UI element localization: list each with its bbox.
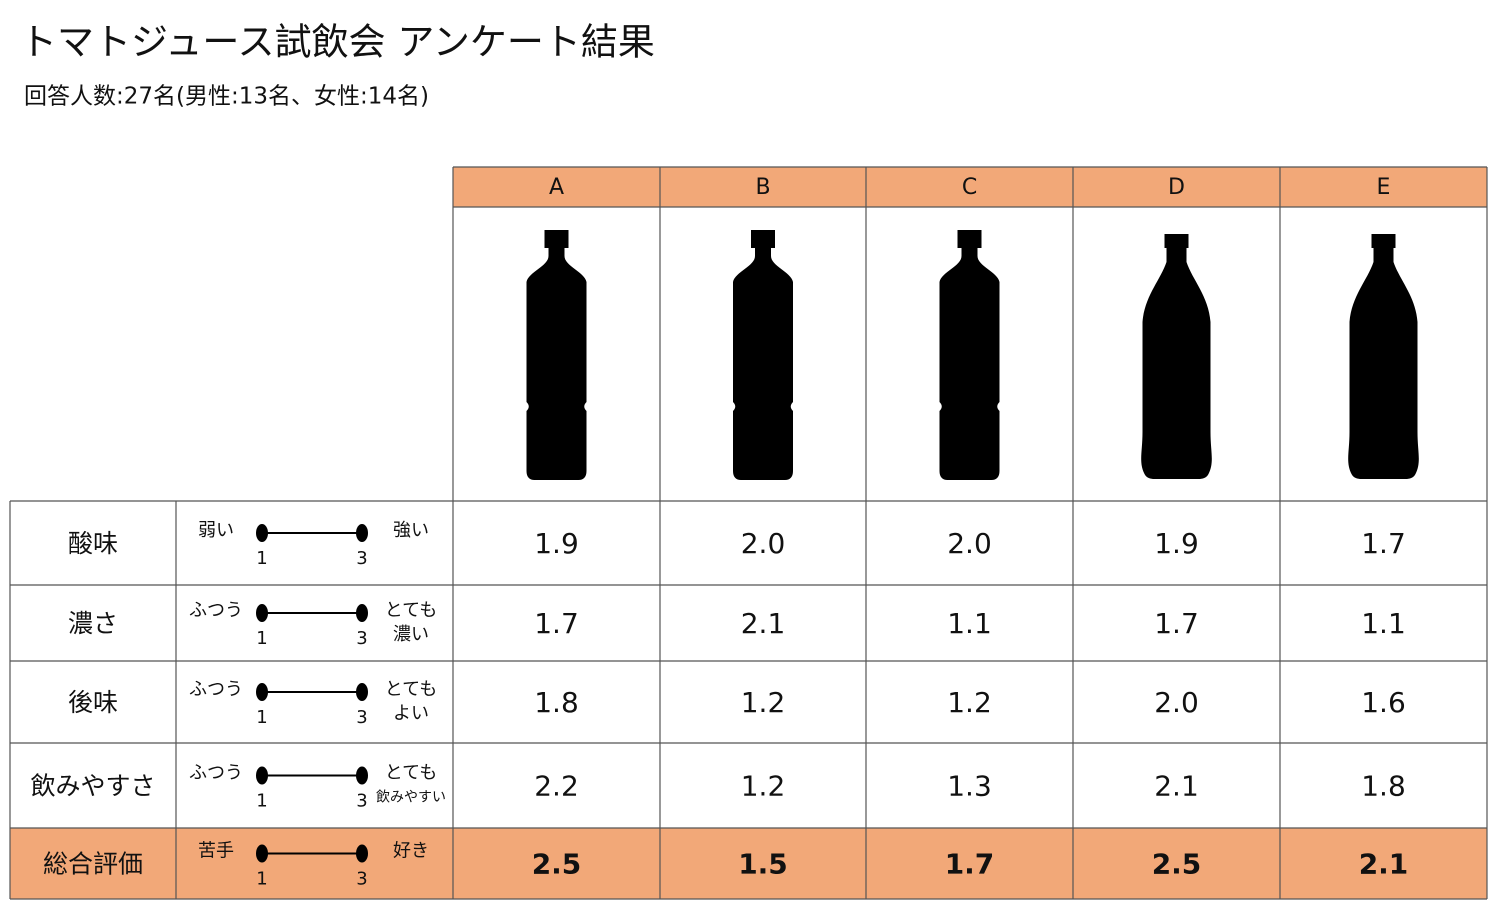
scale-max: 3 [356,628,367,649]
cell-value: 1.8 [1361,770,1406,803]
scale-dot [356,683,368,701]
bottle-icon [939,230,1000,480]
row-label: 飲みやすさ [30,772,155,801]
scale-dot [356,844,368,863]
cell-value: 1.2 [741,686,786,719]
scale-left-label: ふつう [189,600,243,621]
column-header: B [755,175,770,200]
cell-value: 1.6 [1361,686,1406,719]
scale-right-label: 強い [393,520,429,541]
scale-right-label: とても [385,679,438,700]
cell-value: 1.8 [534,686,579,719]
scale-min: 1 [256,548,267,569]
scale-dot [356,604,368,622]
row-label: 総合評価 [43,850,143,879]
scale-min: 1 [256,869,267,890]
scale-dot [256,766,268,785]
cell-value: 1.5 [738,848,788,881]
scale-dot [256,524,268,542]
scale-right-label: よい [393,703,429,724]
scale-left-label: ふつう [189,763,243,784]
cell-value: 2.1 [741,607,786,640]
total-row-band [10,828,1487,899]
row-label: 濃さ [68,609,118,638]
row-label: 後味 [68,688,118,717]
scale-left-label: 苦手 [198,841,234,862]
scale-right-label: 好き [393,841,429,862]
scale-right-label: 濃い [393,624,429,645]
cell-value: 1.9 [1154,527,1199,560]
scale-max: 3 [356,791,367,812]
scale-min: 1 [256,707,267,728]
cell-value: 2.1 [1154,770,1199,803]
scale-dot [356,766,368,785]
cell-value: 1.1 [947,607,992,640]
column-header: D [1168,175,1185,200]
title: トマトジュース試飲会 アンケート結果 [20,21,655,64]
scale-right-label: とても [385,600,438,621]
bottle-icon [733,230,793,480]
row-label: 酸味 [68,529,118,558]
bottle-icon [1348,234,1419,479]
header-band [453,167,1487,207]
scale-right-label: 飲みやすい [376,790,446,806]
cell-value: 2.5 [532,848,582,881]
cell-value: 1.7 [1361,527,1406,560]
cell-value: 2.0 [741,527,786,560]
cell-value: 1.3 [947,770,992,803]
cell-value: 1.9 [534,527,579,560]
bottle-icon [1141,234,1212,479]
column-header: A [549,175,564,200]
cell-value: 2.1 [1359,848,1409,881]
cell-value: 2.0 [947,527,992,560]
bottle-icon [526,230,587,480]
scale-dot [256,683,268,701]
cell-value: 2.5 [1152,848,1202,881]
scale-max: 3 [356,869,367,890]
cell-value: 1.2 [947,686,992,719]
cell-value: 2.0 [1154,686,1199,719]
cell-value: 1.7 [534,607,579,640]
column-header: C [962,175,977,200]
cell-value: 1.1 [1361,607,1406,640]
scale-dot [256,604,268,622]
scale-min: 1 [256,628,267,649]
cell-value: 2.2 [534,770,579,803]
scale-left-label: ふつう [189,679,243,700]
scale-max: 3 [356,707,367,728]
scale-dot [256,844,268,863]
scale-min: 1 [256,791,267,812]
subtitle: 回答人数:27名(男性:13名、女性:14名) [24,84,429,110]
cell-value: 1.7 [945,848,995,881]
scale-max: 3 [356,548,367,569]
cell-value: 1.7 [1154,607,1199,640]
scale-right-label: とても [385,763,438,784]
scale-left-label: 弱い [198,520,234,541]
scale-dot [356,524,368,542]
cell-value: 1.2 [741,770,786,803]
column-header: E [1377,175,1391,200]
